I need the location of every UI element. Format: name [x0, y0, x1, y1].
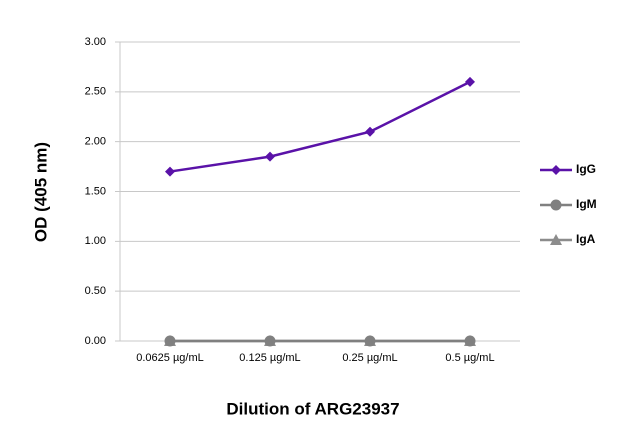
y-tick-label: 2.50: [85, 86, 106, 98]
data-point: [264, 335, 276, 347]
y-tick-label: 1.00: [85, 235, 106, 247]
data-point: [464, 335, 476, 347]
data-point: [164, 335, 176, 347]
data-point: [364, 335, 376, 347]
y-tick-label: 2.00: [85, 136, 106, 148]
x-axis-title: Dilution of ARG23937: [226, 399, 399, 418]
x-tick-label: 0.25 µg/mL: [342, 352, 397, 364]
x-tick-label: 0.5 µg/mL: [445, 352, 494, 364]
y-tick-label: 1.50: [85, 185, 106, 197]
data-point: [265, 151, 275, 162]
legend-marker: [551, 165, 561, 175]
legend-label: IgM: [576, 197, 597, 211]
x-tick-label: 0.125 µg/mL: [239, 352, 300, 364]
legend-label: IgA: [576, 232, 596, 246]
data-point: [165, 166, 175, 177]
series-line: [169, 80, 471, 173]
y-tick-label: 0.00: [85, 335, 106, 347]
y-tick-label: 3.00: [85, 36, 106, 48]
data-point: [365, 126, 375, 137]
legend-label: IgG: [576, 162, 596, 176]
legend-marker: [550, 199, 562, 211]
data-point: [465, 76, 475, 87]
x-tick-label: 0.0625 µg/mL: [136, 352, 204, 364]
y-tick-label: 0.50: [85, 285, 106, 297]
legend-marker: [550, 234, 562, 245]
y-axis-title: OD (405 nm): [31, 142, 50, 242]
